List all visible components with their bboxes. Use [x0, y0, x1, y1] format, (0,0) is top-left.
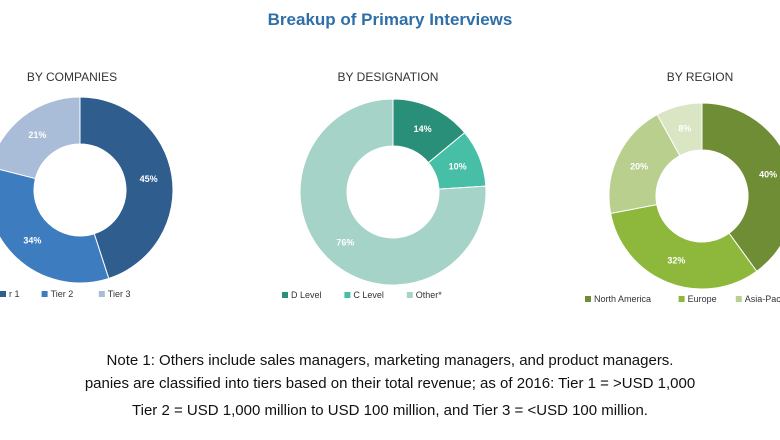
- slice-value-label: 8%: [678, 124, 691, 134]
- legend-swatch: [0, 291, 6, 297]
- legend-label: C Level: [353, 290, 384, 300]
- note-line-1: Note 1: Others include sales managers, m…: [106, 352, 674, 369]
- note-line-2: panies are classified into tiers based o…: [84, 375, 696, 392]
- donut-slice: [299, 98, 487, 286]
- legend-label: Asia-Pac: [745, 294, 780, 304]
- note-line-3: Tier 2 = USD 1,000 million to USD 100 mi…: [132, 402, 648, 419]
- donut-slice: [79, 96, 174, 280]
- designation-chart-label: BY DESIGNATION: [337, 70, 439, 84]
- donut-slice: [656, 102, 703, 157]
- legend-label: Europe: [688, 294, 717, 304]
- slice-value-label: 34%: [23, 236, 41, 246]
- slice-value-label: 21%: [28, 130, 46, 140]
- companies-chart-label: BY COMPANIES: [26, 70, 118, 84]
- slice-value-label: 76%: [336, 238, 354, 248]
- legend-label: D Level: [291, 290, 322, 300]
- slice-value-label: 10%: [449, 161, 467, 171]
- slice-value-label: 32%: [667, 256, 685, 266]
- legend-swatch: [406, 292, 413, 298]
- legend-swatch: [585, 296, 591, 302]
- legend-label: r 1: [9, 289, 20, 299]
- legend-label: Tier 2: [51, 289, 74, 299]
- slice-value-label: 20%: [630, 161, 648, 171]
- donut-slice: [0, 96, 81, 180]
- legend-swatch: [282, 292, 288, 298]
- legend-swatch: [678, 296, 685, 302]
- legend-swatch: [735, 296, 742, 302]
- chart-title: Breakup of Primary Interviews: [267, 10, 513, 29]
- slice-value-label: 40%: [759, 170, 777, 180]
- donut-slice: [610, 204, 758, 290]
- slice-value-label: 14%: [414, 124, 432, 134]
- donut-slice: [701, 102, 780, 272]
- donut-charts: 45% 34% 21% r 1 Tier 2 Tier 3 14% 10% 76% D Level…: [0, 96, 780, 304]
- donut-slice: [0, 168, 110, 284]
- legend-label: North America: [594, 294, 651, 304]
- region-chart-label: BY REGION: [666, 70, 734, 84]
- legend-swatch: [98, 291, 105, 297]
- legend-label: Other*: [416, 290, 443, 300]
- legend-label: Tier 3: [108, 289, 131, 299]
- legend-swatch: [344, 292, 351, 298]
- legend-swatch: [41, 291, 48, 297]
- slice-value-label: 45%: [140, 174, 158, 184]
